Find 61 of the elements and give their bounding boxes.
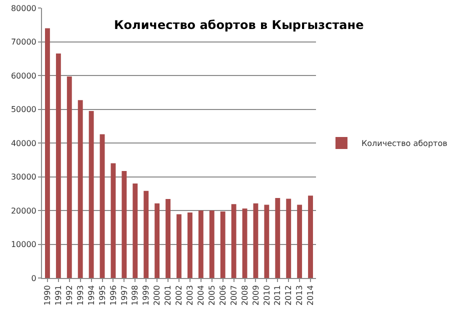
x-tick-label: 2011 — [273, 285, 282, 306]
bar — [154, 203, 160, 278]
x-tick-label: 2005 — [207, 285, 216, 306]
bar — [110, 163, 116, 278]
x-tick-label: 1991 — [54, 285, 64, 306]
bar — [220, 212, 226, 278]
bar — [275, 198, 280, 278]
y-tick-label: 20000 — [10, 206, 36, 216]
x-tick-label: 2006 — [218, 285, 228, 306]
bar — [132, 184, 138, 278]
bar — [166, 199, 171, 278]
y-tick-label: 10000 — [10, 240, 36, 250]
x-tick-label: 1990 — [43, 285, 52, 306]
legend-label: Количество абортов — [361, 139, 448, 148]
x-tick-label: 2008 — [240, 285, 250, 306]
y-tick-label: 60000 — [10, 71, 36, 80]
bar — [100, 134, 105, 278]
x-tick-label: 2012 — [284, 285, 294, 306]
x-tick-label: 1997 — [120, 285, 129, 306]
bar — [253, 203, 258, 278]
x-tick-label: 2003 — [186, 285, 195, 306]
x-tick-label: 2001 — [164, 285, 173, 306]
bar — [56, 54, 61, 278]
bar — [297, 204, 302, 278]
x-tick-label: 1992 — [65, 285, 74, 306]
x-tick-label: 1995 — [98, 285, 107, 306]
bar — [144, 190, 149, 278]
x-tick-label: 2002 — [174, 285, 184, 306]
bar — [209, 210, 214, 278]
bar — [122, 171, 127, 278]
x-tick-label: 1993 — [76, 285, 85, 306]
y-tick-label: 0 — [31, 274, 36, 283]
x-tick-label: 1996 — [108, 285, 118, 306]
x-tick-label: 2009 — [251, 285, 260, 306]
x-tick-label: 1994 — [86, 285, 96, 306]
x-tick-label: 2004 — [196, 285, 206, 306]
text: Количество абортов в Кыргызстане — [114, 18, 364, 32]
y-tick-label: 50000 — [10, 105, 36, 114]
bar — [176, 214, 182, 278]
bar — [198, 210, 204, 278]
bar — [187, 212, 192, 278]
bar — [88, 110, 94, 278]
bar — [45, 28, 50, 278]
x-tick-label: 2014 — [306, 285, 316, 306]
bar — [264, 204, 270, 278]
bar — [231, 204, 236, 278]
bar — [308, 196, 313, 278]
x-tick-label: 2013 — [295, 285, 304, 306]
x-tick-label: 1999 — [142, 285, 151, 306]
x-tick-label: 2000 — [152, 285, 162, 306]
bar — [286, 198, 292, 278]
bar — [78, 100, 83, 278]
bar — [66, 76, 72, 278]
y-tick-label: 80000 — [10, 4, 36, 13]
y-tick-label: 30000 — [10, 172, 36, 182]
x-tick-label: 1998 — [130, 285, 140, 306]
x-tick-label: 2010 — [262, 285, 272, 306]
y-tick-label: 70000 — [10, 38, 36, 47]
x-tick-label: 2007 — [229, 285, 238, 306]
bar — [242, 208, 248, 278]
y-tick-label: 40000 — [10, 138, 36, 148]
